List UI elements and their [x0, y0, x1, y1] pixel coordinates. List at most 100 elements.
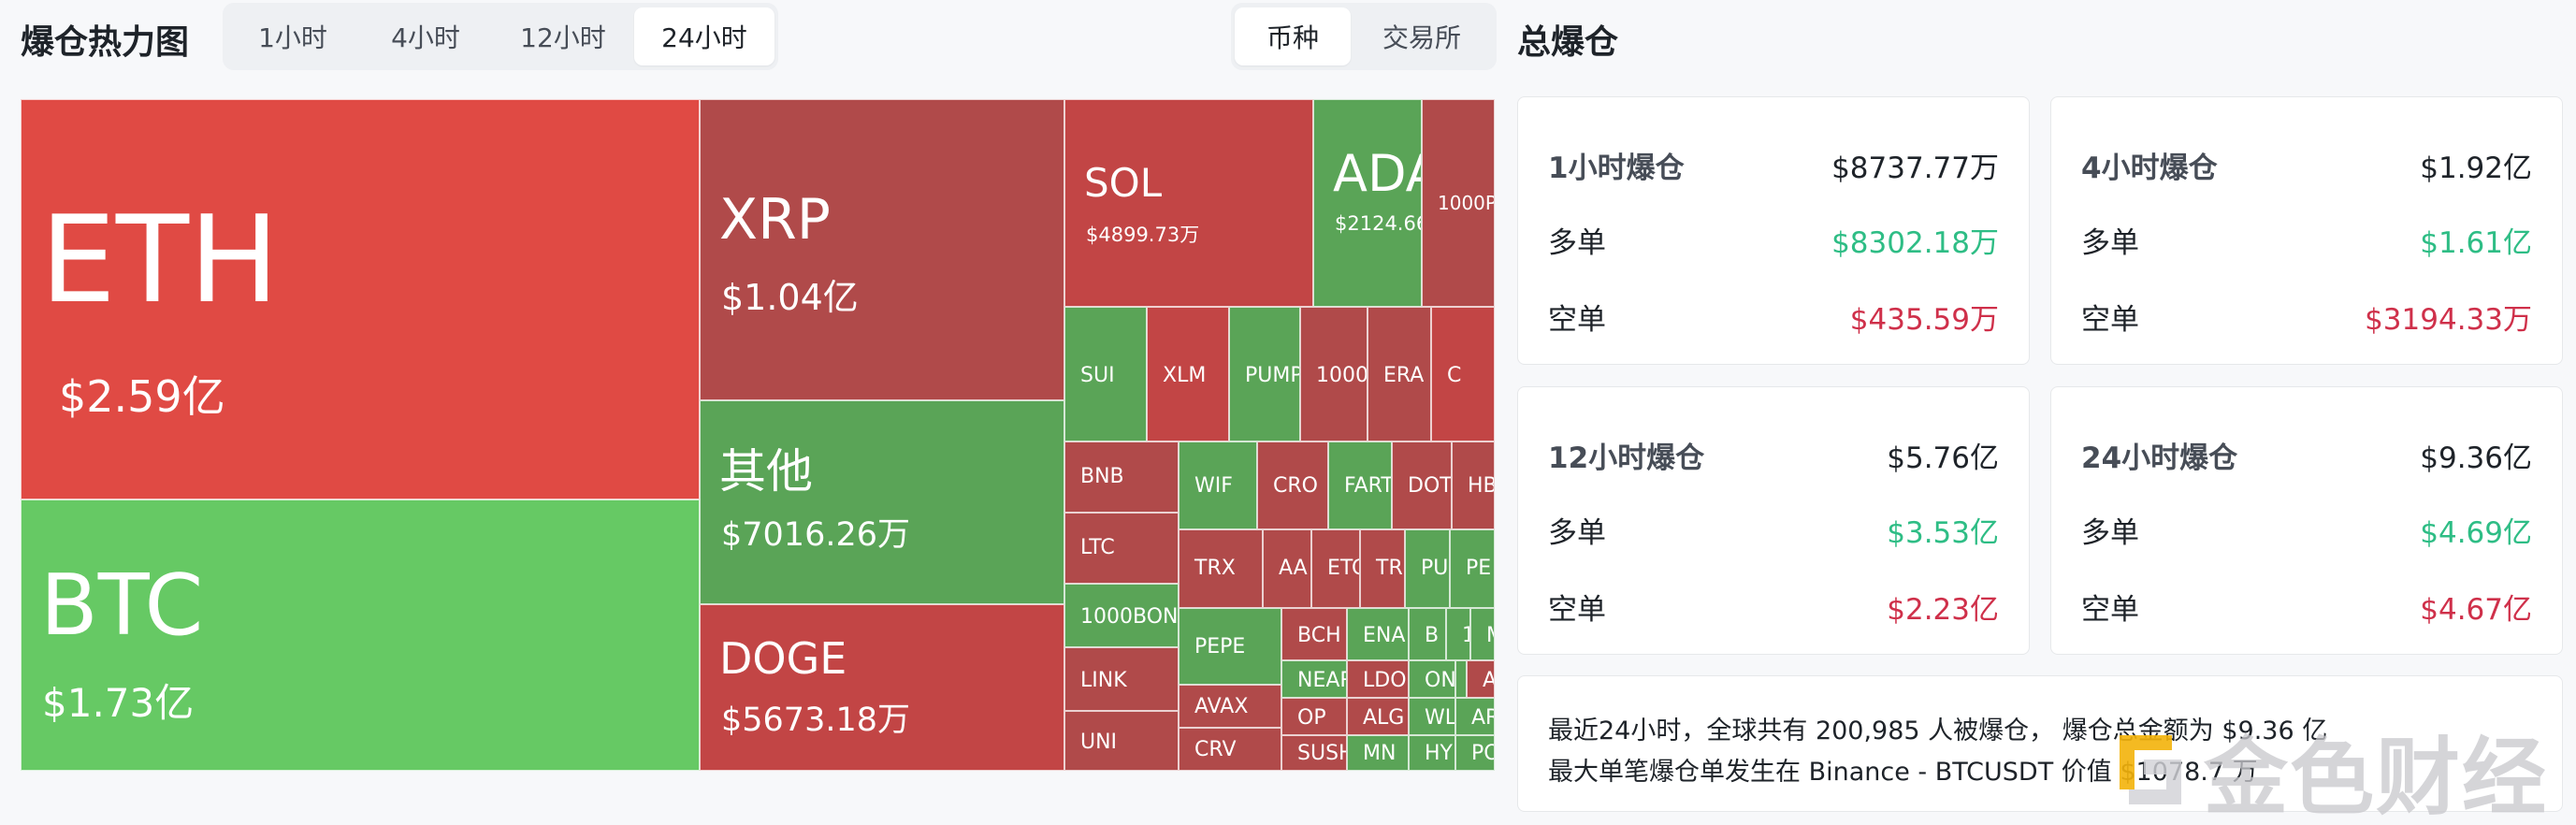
- time-range-tabs: 1小时 4小时 12小时 24小时: [223, 3, 778, 70]
- treemap-cell-tr[interactable]: TR: [1360, 529, 1405, 608]
- long-value: $8302.18万: [1831, 226, 1999, 260]
- short-label: 空单: [1548, 593, 1606, 627]
- treemap-cell-m[interactable]: M: [1470, 608, 1495, 660]
- treemap-cell-bnb[interactable]: BNB: [1064, 441, 1179, 513]
- cell-symbol: AA: [1279, 557, 1308, 580]
- cell-value: $5673.18万: [721, 702, 911, 739]
- treemap-cell-1000[interactable]: 1000: [1300, 307, 1368, 441]
- treemap-cell-xrp[interactable]: XRP $1.04亿: [700, 99, 1064, 400]
- cell-symbol: WIF: [1194, 474, 1233, 498]
- card-label: 12小时爆仓: [1548, 441, 1705, 475]
- cell-symbol: CRV: [1194, 738, 1237, 761]
- cell-symbol: B: [1425, 624, 1440, 647]
- tab-24h[interactable]: 24小时: [634, 7, 774, 65]
- treemap-cell-dot[interactable]: DOT: [1392, 441, 1452, 529]
- treemap-cell-crv[interactable]: CRV: [1179, 728, 1281, 771]
- treemap-cell-etc[interactable]: ETC: [1311, 529, 1360, 608]
- treemap-cell-near[interactable]: NEAR: [1281, 660, 1347, 698]
- cell-symbol: PU: [1421, 557, 1449, 580]
- treemap-cell-1000p[interactable]: 1000P: [1422, 99, 1495, 307]
- treemap-cell-xlm[interactable]: XLM: [1147, 307, 1229, 441]
- card-label: 1小时爆仓: [1548, 152, 1685, 185]
- treemap-cell-link[interactable]: LINK: [1064, 647, 1179, 711]
- treemap-cell-1000bon[interactable]: 1000BON: [1064, 584, 1179, 647]
- tab-4h[interactable]: 4小时: [391, 22, 460, 53]
- treemap-cell-fart[interactable]: FART: [1328, 441, 1392, 529]
- treemap-cell-pop[interactable]: POP: [1455, 735, 1495, 771]
- cell-symbol: LTC: [1080, 536, 1115, 559]
- cell-symbol: CRO: [1273, 474, 1318, 498]
- treemap-cell-sush[interactable]: SUSH: [1281, 735, 1347, 771]
- treemap-cell-mn[interactable]: MN: [1347, 735, 1409, 771]
- treemap-cell-alg[interactable]: ALG: [1347, 698, 1409, 735]
- card-total: $1.92亿: [2420, 152, 2532, 185]
- treemap-cell-arb[interactable]: ARB: [1455, 698, 1495, 735]
- tab-12h[interactable]: 12小时: [520, 22, 606, 53]
- jinse-logo-icon: [2106, 726, 2194, 814]
- card-total: $8737.77万: [1831, 152, 1999, 185]
- cell-symbol: SUSH: [1297, 742, 1346, 765]
- short-label: 空单: [1548, 303, 1606, 337]
- treemap-cell-op[interactable]: OP: [1281, 698, 1347, 735]
- summary-line-1: 最近24小时，全球共有 200,985 人被爆仓， 爆仓总金额为 $9.36 亿: [1548, 716, 2328, 745]
- treemap-cell-era[interactable]: ERA: [1368, 307, 1431, 441]
- treemap-cell-1[interactable]: 1(: [1446, 608, 1470, 660]
- treemap-cell-pu[interactable]: PU: [1405, 529, 1450, 608]
- treemap-cell-ena[interactable]: ENA: [1347, 608, 1409, 660]
- treemap-cell-ldo[interactable]: LDO: [1347, 660, 1409, 698]
- tab-coin[interactable]: 币种: [1235, 7, 1351, 65]
- total-card-24h: 24小时爆仓 $9.36亿 多单 $4.69亿 空单 $4.67亿: [2050, 386, 2563, 655]
- cell-symbol: 1(: [1462, 626, 1469, 646]
- treemap-cell-pe[interactable]: PE: [1450, 529, 1495, 608]
- treemap-cell-bch[interactable]: BCH: [1281, 608, 1347, 660]
- total-card-1h: 1小时爆仓 $8737.77万 多单 $8302.18万 空单 $435.59万: [1517, 96, 2030, 365]
- long-value: $4.69亿: [2420, 516, 2532, 550]
- group-by-tabs: 币种 交易所: [1231, 3, 1497, 70]
- cell-value: $7016.26万: [721, 516, 911, 554]
- summary-line-2: 最大单笔爆仓单发生在 Binance - BTCUSDT 价值 $1078.7 …: [1548, 758, 2258, 787]
- treemap-cell-b[interactable]: B: [1409, 608, 1446, 660]
- treemap-cell-sol[interactable]: SOL $4899.73万: [1064, 99, 1313, 307]
- card-total: $5.76亿: [1887, 441, 1999, 475]
- treemap-cell-trx[interactable]: TRX: [1179, 529, 1263, 608]
- treemap-cell-[interactable]: 其他 $7016.26万: [700, 400, 1064, 604]
- cell-symbol: XRP: [719, 187, 831, 253]
- cell-symbol: PE: [1466, 557, 1492, 580]
- cell-symbol: 其他: [719, 444, 813, 499]
- treemap-cell-on[interactable]: ON: [1409, 660, 1455, 698]
- cell-symbol: ENA: [1363, 624, 1406, 647]
- cell-value: $2.59亿: [59, 371, 225, 422]
- treemap-cell-wl[interactable]: WL: [1409, 698, 1455, 735]
- treemap-cell-a[interactable]: A: [1467, 660, 1495, 698]
- treemap-cell-ltc[interactable]: LTC: [1064, 513, 1179, 584]
- cell-symbol: XLM: [1163, 364, 1207, 387]
- cell-symbol: PUMP: [1245, 364, 1300, 387]
- treemap-cell-ada[interactable]: ADA $2124.66万: [1313, 99, 1422, 307]
- treemap-cell-pump[interactable]: PUMP: [1229, 307, 1300, 441]
- treemap-cell-c[interactable]: C: [1431, 307, 1495, 441]
- treemap-cell-aa[interactable]: AA: [1263, 529, 1311, 608]
- treemap-cell-cro[interactable]: CRO: [1257, 441, 1328, 529]
- treemap-cell-wif[interactable]: WIF: [1179, 441, 1257, 529]
- cell-symbol: A: [1483, 671, 1494, 691]
- treemap-cell-btc[interactable]: BTC $1.73亿: [21, 499, 700, 771]
- treemap-cell-pepe[interactable]: PEPE: [1179, 608, 1281, 685]
- treemap-cell-s[interactable]: S: [1455, 660, 1467, 698]
- tab-1h[interactable]: 1小时: [258, 22, 327, 53]
- total-card-12h: 12小时爆仓 $5.76亿 多单 $3.53亿 空单 $2.23亿: [1517, 386, 2030, 655]
- treemap-cell-avax[interactable]: AVAX: [1179, 685, 1281, 728]
- cell-symbol: ETH: [40, 191, 280, 330]
- cell-symbol: HBA: [1468, 474, 1494, 498]
- watermark-text: 金色财经: [2204, 729, 2548, 825]
- cell-symbol: LDO: [1363, 669, 1407, 692]
- treemap-cell-doge[interactable]: DOGE $5673.18万: [700, 604, 1064, 771]
- treemap-cell-eth[interactable]: ETH $2.59亿: [21, 99, 700, 499]
- card-label: 4小时爆仓: [2081, 152, 2218, 185]
- treemap-cell-sui[interactable]: SUI: [1064, 307, 1147, 441]
- card-label: 24小时爆仓: [2081, 441, 2238, 475]
- treemap-cell-hba[interactable]: HBA: [1452, 441, 1495, 529]
- tab-exchange[interactable]: 交易所: [1382, 22, 1461, 53]
- treemap-cell-hy[interactable]: HY: [1409, 735, 1455, 771]
- cell-symbol: ETC: [1327, 557, 1359, 580]
- treemap-cell-uni[interactable]: UNI: [1064, 711, 1179, 771]
